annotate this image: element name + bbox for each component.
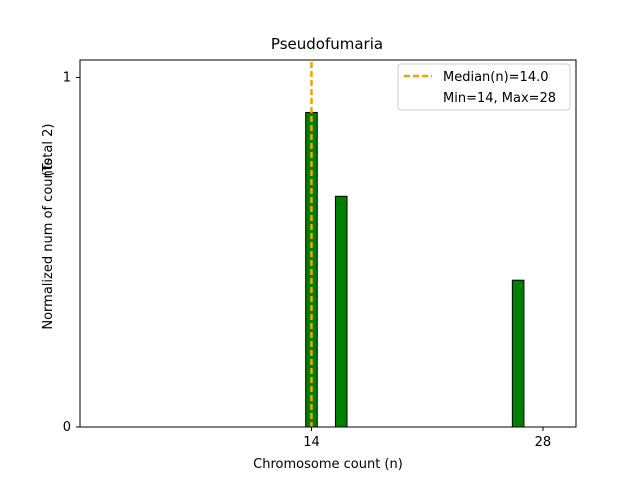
legend: Median(n)=14.0 Min=14, Max=28 bbox=[397, 63, 571, 111]
legend-box bbox=[397, 63, 571, 111]
x-ticks: 14 28 bbox=[303, 427, 551, 450]
x-axis-label: Chromosome count (n) bbox=[253, 457, 403, 472]
bar-2 bbox=[511, 279, 525, 428]
legend-range-label: Min=14, Max=28 bbox=[443, 91, 556, 106]
y-axis-total-label: (Total 2) bbox=[41, 124, 56, 177]
y-tick-label: 1 bbox=[63, 70, 71, 85]
x-tick-label: 14 bbox=[303, 435, 320, 450]
bars-group bbox=[305, 111, 525, 428]
y-ticks: 01 bbox=[63, 70, 80, 435]
chart-title: Pseudofumaria bbox=[271, 35, 383, 53]
legend-median-label: Median(n)=14.0 bbox=[443, 70, 549, 85]
bar-1 bbox=[334, 195, 348, 428]
y-tick-label: 0 bbox=[63, 420, 71, 435]
x-tick-label: 28 bbox=[535, 435, 552, 450]
plot-frame bbox=[79, 59, 577, 428]
y-axis-label: Normalized num of counts bbox=[41, 158, 56, 329]
